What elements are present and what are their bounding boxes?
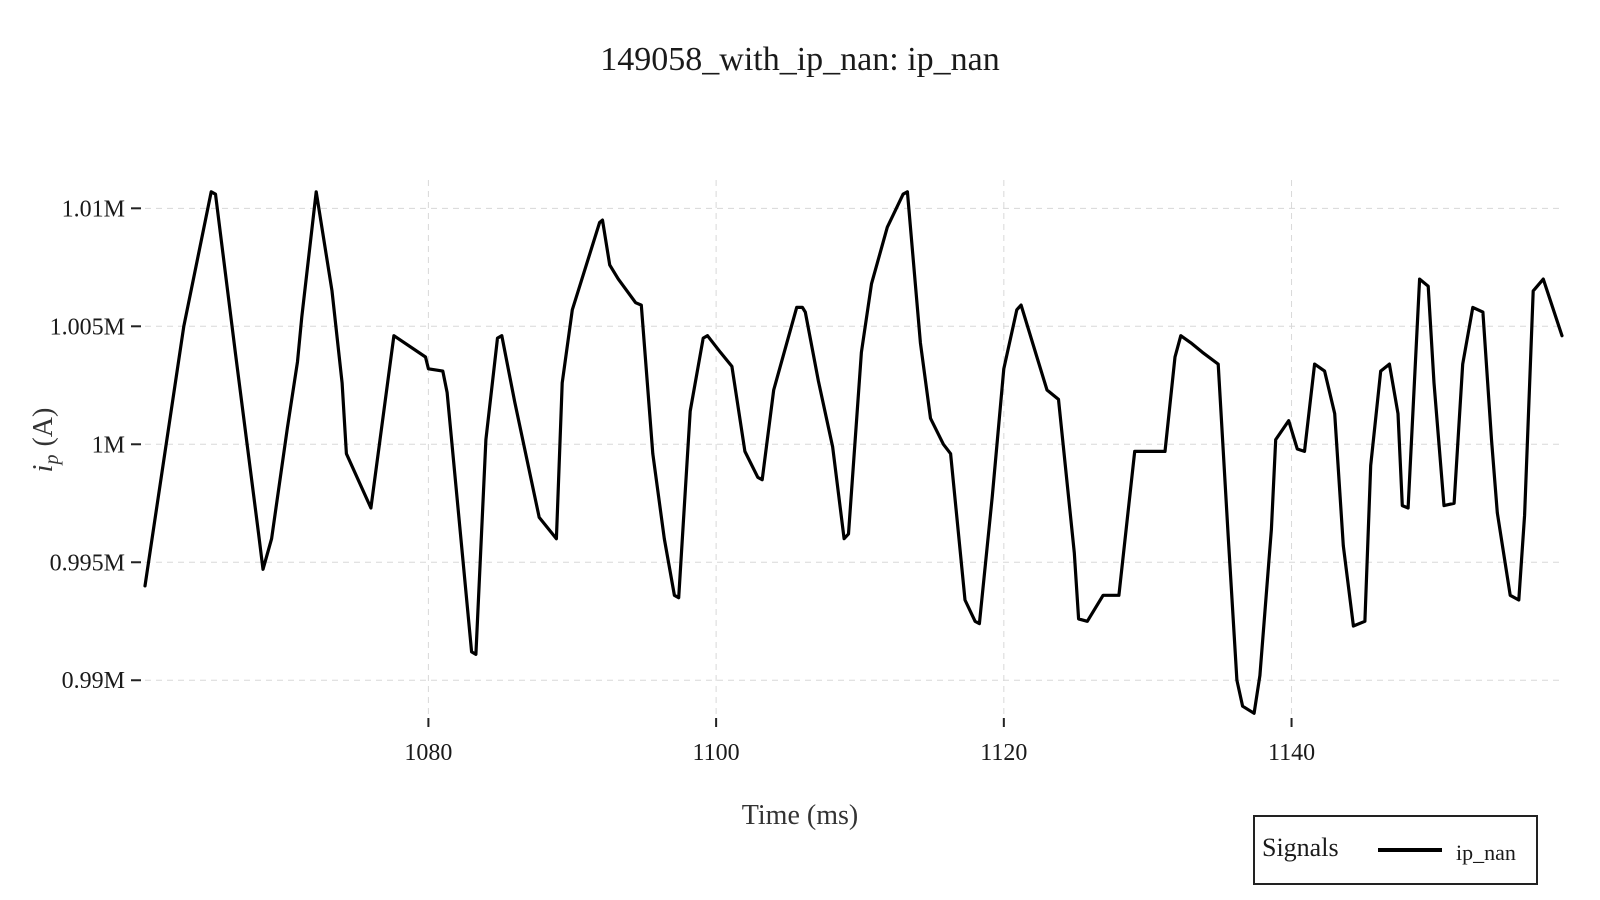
- y-axis-label-symbol: i: [28, 465, 59, 473]
- x-tick-label: 1140: [1268, 740, 1315, 766]
- legend-label-ip-nan: ip_nan: [1456, 840, 1516, 865]
- y-tick-label: 1M: [92, 432, 125, 458]
- y-axis-label: ip (A): [28, 408, 63, 473]
- chart-title: 149058_with_ip_nan: ip_nan: [600, 41, 999, 78]
- y-tick-label: 0.995M: [50, 550, 125, 576]
- series-line-ip-nan: [143, 190, 1564, 715]
- y-axis: 1.01M 1.005M 1M 0.995M 0.99M: [50, 196, 141, 694]
- y-tick-label: 1.005M: [50, 314, 125, 340]
- y-tick-label: 1.01M: [62, 196, 125, 222]
- legend-title: Signals: [1262, 833, 1339, 862]
- y-axis-label-subscript: p: [41, 455, 63, 467]
- x-tick-label: 1120: [980, 740, 1027, 766]
- legend: Signals ip_nan: [1253, 815, 1538, 885]
- x-axis-label: Time (ms): [742, 800, 858, 831]
- x-axis: 1080 1100 1120 1140: [404, 718, 1315, 766]
- y-axis-label-unit: (A): [28, 408, 59, 447]
- y-tick-label: 0.99M: [62, 668, 125, 694]
- x-tick-label: 1080: [404, 740, 452, 766]
- x-tick-label: 1100: [693, 740, 740, 766]
- series-layer: [143, 190, 1564, 715]
